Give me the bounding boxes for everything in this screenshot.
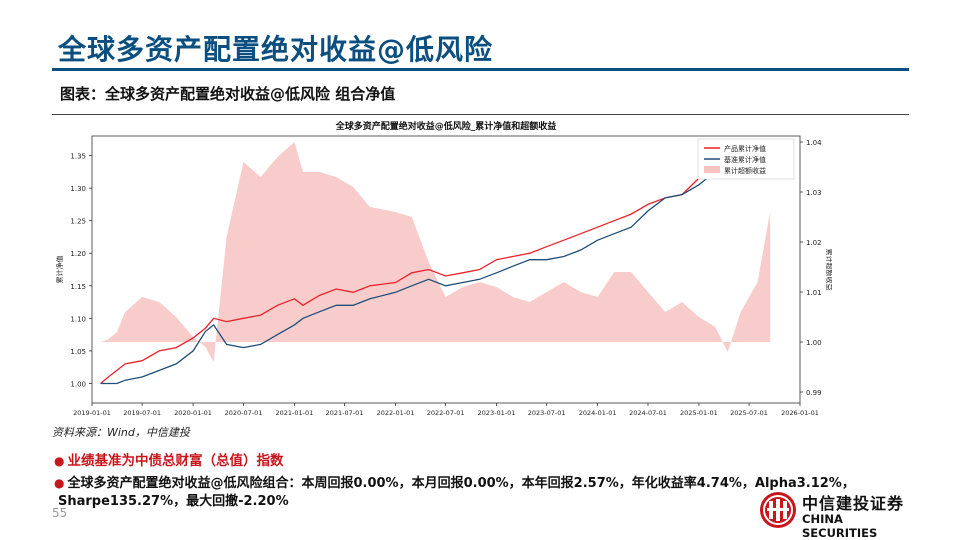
- y-right-tick-label: 1.04: [806, 139, 822, 147]
- benchmark-name: 中债总财富（总值）指数: [134, 453, 284, 469]
- legend-swatch: [704, 166, 720, 173]
- series-line-product: [100, 141, 771, 384]
- legend-label: 累计超额收益: [724, 166, 766, 175]
- x-tick-label: 2026-01-01: [781, 409, 819, 416]
- x-tick-label: 2024-01-01: [579, 409, 617, 416]
- x-tick-label: 2020-01-01: [174, 409, 212, 416]
- y-right-tick-label: 0.99: [806, 389, 822, 397]
- x-tick-label: 2023-01-01: [478, 409, 516, 416]
- series-area-excess-return: [100, 142, 771, 362]
- page-title: 全球多资产配置绝对收益@低风险: [58, 33, 494, 66]
- y-left-tick-label: 1.20: [70, 250, 86, 258]
- y-right-tick-label: 1.03: [806, 189, 822, 197]
- caption-divider: [52, 114, 909, 115]
- chart-title: 全球多资产配置绝对收益@低风险_累计净值和超额收益: [335, 120, 557, 132]
- chart: 全球多资产配置绝对收益@低风险_累计净值和超额收益 1.00 1.05 1.10 1.1…: [55, 120, 832, 416]
- y-right-axis-label: 累计超额收益: [825, 249, 832, 291]
- plot-area: [91, 135, 801, 404]
- logo-en-text: CHINA SECURITIES: [802, 512, 878, 540]
- source-note: 资料来源：Wind，中信建投: [52, 426, 190, 439]
- x-tick-label: 2022-01-01: [377, 409, 415, 416]
- y-left-tick-label: 1.35: [70, 153, 86, 161]
- series-line-benchmark: [100, 164, 771, 385]
- logo-cn-text: 中信建投证券: [802, 494, 905, 513]
- legend-label: 基准累计净值: [724, 155, 766, 164]
- summary-line-2: Sharpe135.27%，最大回撤-2.20%: [58, 494, 289, 509]
- y-left-tick-label: 1.25: [70, 218, 86, 226]
- y-left-tick-label: 1.00: [70, 380, 86, 388]
- bullet-icon: ●: [54, 454, 65, 468]
- x-tick-label: 2021-01-01: [276, 409, 314, 416]
- benchmark-prefix: 业绩基准为: [67, 453, 135, 469]
- x-tick-label: 2022-07-01: [427, 409, 465, 416]
- x-tick-label: 2020-07-01: [225, 409, 263, 416]
- x-tick-label: 2021-07-01: [326, 409, 364, 416]
- x-tick-label: 2025-01-01: [680, 409, 718, 416]
- x-tick-label: 2024-07-01: [629, 409, 667, 416]
- x-tick-label: 2025-07-01: [730, 409, 768, 416]
- y-right-tick-label: 1.02: [806, 239, 822, 247]
- company-logo: 中信建投证券 CHINA SECURITIES: [758, 488, 918, 540]
- summary-line-1: 全球多资产配置绝对收益@低风险组合：本周回报0.00%，本月回报0.00%，本年…: [67, 476, 855, 491]
- x-tick-label: 2019-07-01: [123, 409, 161, 416]
- x-tick-label: 2023-07-01: [528, 409, 566, 416]
- legend-label: 产品累计净值: [724, 144, 766, 153]
- y-left-axis-label: 累计净值: [55, 256, 64, 284]
- summary-note: ● 全球多资产配置绝对收益@低风险组合：本周回报0.00%，本月回报0.00%，本…: [54, 472, 855, 491]
- benchmark-note: ● 业绩基准为中债总财富（总值）指数: [54, 449, 283, 469]
- y-left-tick-label: 1.10: [70, 315, 86, 323]
- page-number: 55: [52, 506, 68, 520]
- y-right-tick-label: 1.00: [806, 339, 822, 347]
- y-left-tick-label: 1.30: [70, 185, 86, 193]
- bullet-icon: ●: [54, 476, 65, 490]
- y-left-tick-label: 1.15: [70, 283, 86, 291]
- y-left-tick-label: 1.05: [70, 348, 86, 356]
- title-divider: [52, 68, 909, 71]
- chart-caption: 图表：全球多资产配置绝对收益@低风险 组合净值: [60, 85, 396, 103]
- y-right-tick-label: 1.01: [806, 289, 822, 297]
- logo-emblem-icon: [760, 492, 796, 528]
- x-tick-label: 2019-01-01: [73, 409, 111, 416]
